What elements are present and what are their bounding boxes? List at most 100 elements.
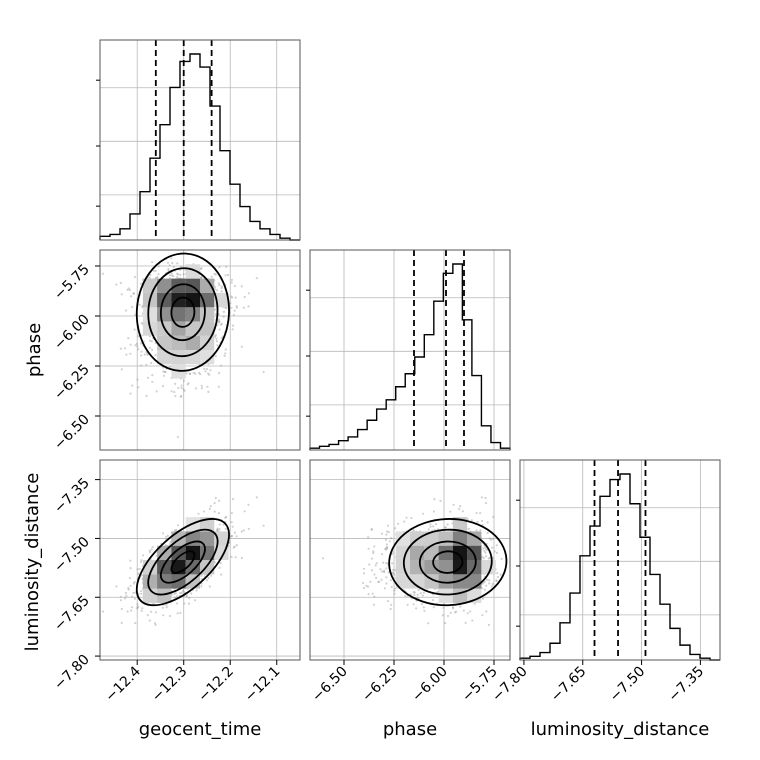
sample-point (162, 370, 165, 373)
sample-point (380, 578, 383, 581)
density-panel-phase-vs-luminosity-distance-contour-0 (432, 550, 464, 574)
density-cell (142, 307, 158, 322)
sample-point (224, 352, 227, 355)
density-panel-geocent-time-vs-luminosity-distance-contour-0 (170, 550, 196, 574)
sample-point (475, 529, 478, 532)
density-cell (424, 531, 439, 546)
sample-point (473, 602, 476, 605)
sample-point (412, 591, 415, 594)
sample-point (216, 344, 219, 347)
sample-point (429, 525, 432, 528)
sample-point (140, 322, 143, 325)
sample-point (389, 579, 392, 582)
sample-point (133, 580, 136, 584)
density-cell (157, 588, 172, 603)
sample-point (220, 336, 223, 340)
density-cell (200, 350, 215, 365)
sample-point (182, 388, 185, 391)
sample-point (218, 372, 221, 375)
sample-point (220, 364, 223, 367)
sample-point (180, 394, 183, 398)
sample-point (180, 265, 183, 268)
sample-point (174, 382, 177, 385)
sample-point (486, 521, 489, 524)
sample-point (217, 282, 220, 285)
density-cell (410, 574, 425, 589)
sample-point (218, 266, 221, 269)
sample-point (487, 623, 490, 627)
hist-panel-geocent-time-frame (99, 39, 301, 241)
sample-point (216, 529, 219, 532)
density-panel-geocent-time-vs-phase-frame (99, 249, 301, 451)
sample-point (218, 328, 221, 331)
sample-point (133, 597, 136, 600)
density-cell (171, 545, 186, 560)
sample-point (131, 606, 134, 609)
sample-point (125, 353, 128, 356)
sample-point (220, 573, 223, 576)
sample-point (156, 275, 159, 279)
sample-point (483, 545, 487, 548)
sample-point (140, 592, 143, 595)
sample-point (479, 511, 482, 515)
sample-point (218, 318, 221, 321)
density-cell (438, 531, 453, 546)
sample-point (176, 524, 180, 527)
sample-point (444, 526, 447, 529)
sample-point (141, 554, 145, 557)
sample-point (207, 576, 210, 580)
density-cell (438, 560, 453, 575)
sample-point (140, 350, 143, 353)
sample-point (135, 342, 139, 345)
sample-point (490, 585, 493, 588)
sample-point (209, 505, 212, 508)
sample-point (157, 265, 160, 268)
sample-point (179, 591, 182, 595)
sample-point (140, 609, 143, 612)
sample-point (151, 348, 154, 351)
sample-point (214, 334, 217, 337)
sample-point (373, 545, 376, 548)
density-cell (185, 350, 200, 365)
sample-point (162, 374, 166, 377)
sample-point (370, 557, 374, 560)
sample-point (233, 531, 237, 534)
sample-point (185, 595, 188, 598)
sample-point (174, 394, 177, 398)
sample-point (129, 343, 132, 346)
sample-point (235, 544, 238, 547)
sample-point (432, 606, 435, 609)
sample-point (200, 585, 203, 588)
sample-point (441, 614, 444, 617)
sample-point (480, 519, 484, 523)
sample-point (119, 281, 122, 284)
sample-point (141, 305, 144, 309)
sample-point (195, 589, 198, 592)
sample-point (132, 292, 135, 295)
sample-point (243, 295, 246, 299)
sample-point (449, 611, 452, 615)
sample-point (372, 551, 375, 555)
sample-point (485, 584, 488, 587)
sample-point (188, 372, 191, 375)
sample-point (458, 507, 461, 510)
sample-point (482, 557, 485, 560)
sample-point (321, 557, 325, 560)
sample-point (170, 257, 173, 260)
sample-point (218, 528, 221, 531)
sample-point (218, 499, 221, 502)
xtick-label-geocent-time-3: −12.1 (242, 664, 284, 706)
sample-point (150, 340, 153, 343)
sample-point (119, 347, 122, 350)
sample-point (214, 285, 217, 288)
sample-point (230, 534, 233, 538)
sample-point (369, 580, 372, 583)
sample-point (482, 547, 485, 550)
sample-point (383, 587, 386, 590)
sample-point (255, 277, 258, 280)
sample-point (483, 588, 486, 591)
sample-point (451, 606, 455, 609)
sample-point (232, 498, 235, 501)
sample-point (176, 435, 179, 439)
sample-point (173, 592, 176, 595)
